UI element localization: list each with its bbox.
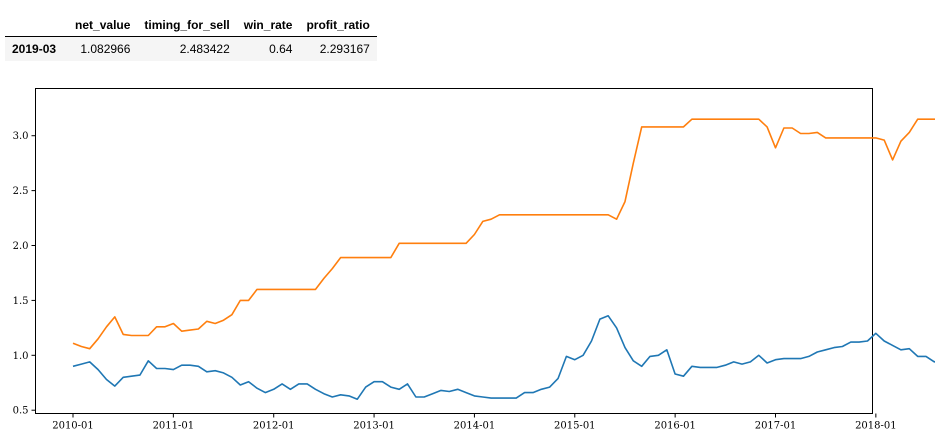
table-cell: 2.293167 bbox=[319, 42, 370, 56]
table-cell: 1.082966 bbox=[80, 42, 131, 56]
table-cell: 2.483422 bbox=[179, 42, 230, 56]
x-tick-label: 2018-01 bbox=[855, 421, 897, 432]
y-tick-label: 1.0 bbox=[13, 351, 29, 362]
row-index: 2019-03 bbox=[12, 42, 57, 56]
x-tick-label: 2017-01 bbox=[755, 421, 797, 432]
x-tick-label: 2015-01 bbox=[554, 421, 596, 432]
y-axis: 0.5 1.0 1.5 2.0 2.5 3.0 bbox=[13, 131, 36, 417]
x-tick-label: 2016-01 bbox=[654, 421, 696, 432]
x-tick-label: 2014-01 bbox=[454, 421, 496, 432]
x-tick-label: 2012-01 bbox=[253, 421, 295, 432]
column-header: profit_ratio bbox=[306, 18, 370, 32]
column-header: net_value bbox=[75, 18, 131, 32]
y-tick-label: 1.5 bbox=[13, 296, 29, 307]
x-tick-label: 2011-01 bbox=[153, 421, 195, 432]
y-tick-label: 3.0 bbox=[13, 131, 29, 142]
x-tick-label: 2010-01 bbox=[52, 421, 94, 432]
plot-frame bbox=[35, 88, 873, 414]
column-header: timing_for_sell bbox=[144, 18, 230, 32]
series-2-line bbox=[72, 118, 935, 350]
column-header: win_rate bbox=[243, 18, 293, 32]
y-tick-label: 2.5 bbox=[13, 186, 29, 197]
table-header-row: net_value timing_for_sell win_rate profi… bbox=[5, 14, 377, 37]
series-1-line bbox=[72, 315, 935, 400]
y-tick-label: 2.0 bbox=[13, 241, 29, 252]
series-lines bbox=[72, 118, 935, 400]
x-tick-label: 2013-01 bbox=[353, 421, 395, 432]
x-axis: 2010-01 2011-01 2012-01 2013-01 2014-01 2015-… bbox=[52, 413, 897, 432]
y-tick-label: 0.5 bbox=[13, 406, 29, 417]
dataframe-table: net_value timing_for_sell win_rate profi… bbox=[5, 14, 377, 61]
table-cell: 0.64 bbox=[269, 42, 293, 56]
table-row: 2019-03 1.082966 2.483422 0.64 2.293167 bbox=[5, 36, 377, 61]
